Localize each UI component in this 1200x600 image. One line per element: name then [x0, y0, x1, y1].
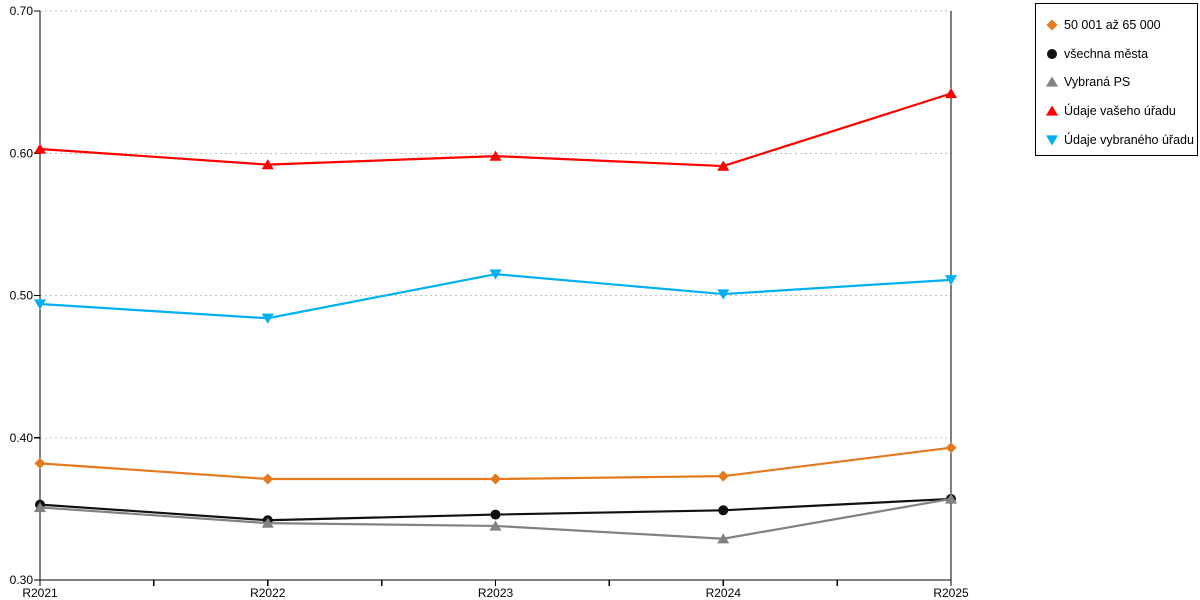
- y-tick-label: 0.40: [10, 431, 34, 445]
- legend-label: Vybraná PS: [1064, 75, 1131, 90]
- data-point: [717, 289, 730, 300]
- data-point: [34, 457, 46, 469]
- data-point: [944, 493, 958, 504]
- y-tick-label: 0.30: [10, 573, 34, 587]
- data-point: [262, 473, 274, 485]
- data-point: [33, 143, 47, 154]
- triangle-up-icon: [1045, 76, 1059, 88]
- y-tick-label: 0.60: [10, 146, 34, 160]
- data-point: [489, 269, 502, 280]
- y-tick-label: 0.50: [10, 289, 34, 303]
- data-point: [489, 520, 502, 531]
- data-point: [489, 150, 502, 161]
- legend-item: Vybraná PS: [1045, 68, 1193, 97]
- legend-label: 50 001 až 65 000: [1064, 18, 1161, 33]
- data-point: [717, 470, 729, 482]
- legend-item: Údaje vašeho úřadu: [1045, 97, 1193, 126]
- data-point: [33, 299, 47, 310]
- legend: 50 001 až 65 000 všechna města Vybraná P…: [1035, 3, 1198, 156]
- x-tick-label: R2025: [933, 586, 969, 600]
- legend-item: všechna města: [1045, 40, 1193, 69]
- x-tick-label: R2022: [250, 586, 286, 600]
- diamond-icon: [1046, 19, 1058, 31]
- triangle-up-icon: [1045, 105, 1059, 116]
- data-point: [490, 509, 501, 520]
- legend-label: Údaje vybraného úřadu: [1064, 132, 1194, 147]
- data-point: [717, 533, 730, 544]
- y-tick-label: 0.70: [10, 4, 34, 18]
- data-point: [944, 275, 958, 286]
- triangle-down-icon: [1045, 134, 1059, 146]
- data-point: [717, 160, 730, 171]
- legend-item: 50 001 až 65 000: [1045, 11, 1193, 40]
- x-tick-label: R2023: [478, 586, 514, 600]
- legend-label: Údaje vašeho úřadu: [1064, 104, 1176, 119]
- data-point: [261, 517, 274, 528]
- x-tick-label: R2021: [22, 586, 58, 600]
- legend-label: všechna města: [1064, 46, 1149, 61]
- data-point: [261, 159, 274, 170]
- data-point: [261, 313, 274, 324]
- data-point: [33, 501, 47, 513]
- circle-icon: [1047, 48, 1057, 59]
- data-point: [945, 442, 957, 454]
- data-point: [718, 505, 729, 516]
- series-line-4: [39, 273, 952, 320]
- data-point: [944, 88, 958, 99]
- x-tick-label: R2024: [706, 586, 742, 600]
- legend-item: Údaje vybraného úřadu: [1045, 125, 1194, 154]
- data-point: [490, 473, 501, 485]
